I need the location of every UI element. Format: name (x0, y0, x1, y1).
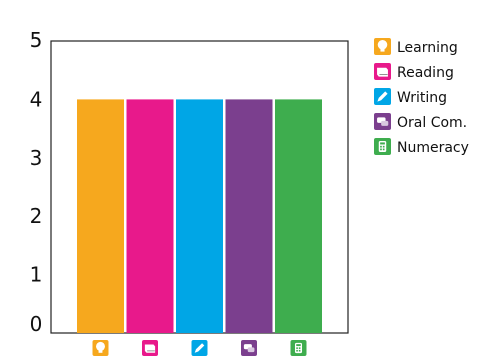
pencil-icon (191, 340, 208, 356)
legend-label: Learning (397, 40, 458, 56)
legend-label: Reading (397, 65, 454, 81)
legend-item: Learning (374, 38, 458, 56)
lightbulb-icon (92, 340, 109, 356)
speech-bubbles-icon (241, 340, 257, 356)
x-axis-icons (92, 340, 307, 356)
y-axis-ticks: 0 1 2 3 4 5 (30, 28, 43, 336)
calculator-icon (290, 340, 307, 356)
legend-item: Writing (374, 88, 447, 106)
bars-group (77, 99, 322, 334)
book-icon (374, 63, 391, 80)
calculator-icon (374, 138, 391, 155)
legend-label: Writing (397, 90, 447, 106)
y-tick-label: 2 (30, 204, 43, 228)
book-icon (142, 340, 158, 356)
lightbulb-icon (374, 38, 391, 55)
legend-item: Reading (374, 63, 454, 81)
pencil-icon (374, 88, 391, 105)
bar-reading (126, 99, 174, 334)
bar-learning (77, 99, 124, 334)
bar-oral-com (225, 99, 273, 334)
y-tick-label: 4 (30, 87, 43, 111)
speech-bubbles-icon (374, 113, 391, 130)
legend: Learning Reading Writing Oral Com. Numeracy (374, 38, 469, 156)
legend-label: Numeracy (397, 140, 469, 156)
legend-item: Oral Com. (374, 113, 467, 131)
y-tick-label: 1 (30, 263, 43, 287)
bar-writing (176, 99, 223, 334)
y-tick-label: 3 (30, 146, 43, 170)
legend-item: Numeracy (374, 138, 469, 156)
y-tick-label: 5 (30, 28, 43, 52)
legend-label: Oral Com. (397, 115, 467, 131)
y-tick-label: 0 (30, 312, 43, 336)
bar-numeracy (275, 99, 322, 334)
